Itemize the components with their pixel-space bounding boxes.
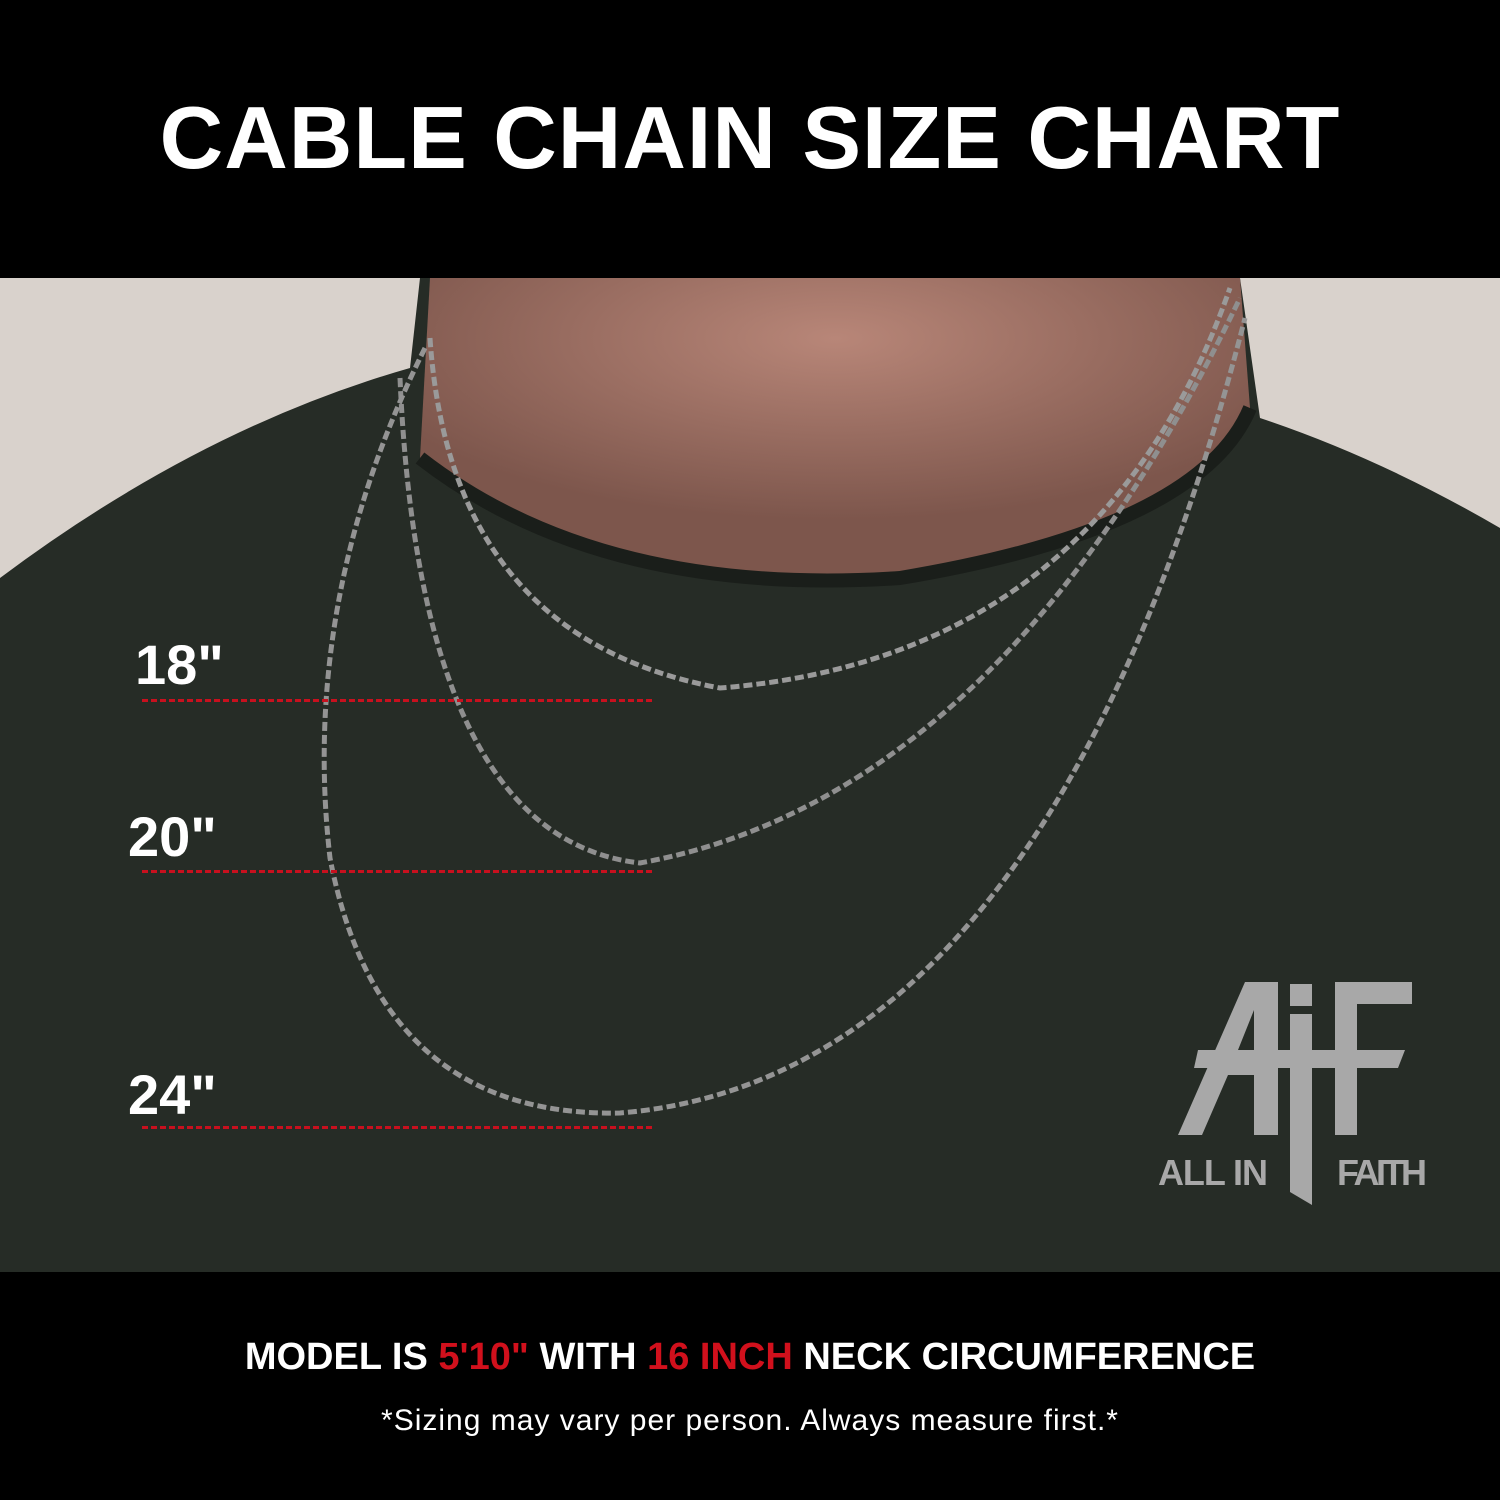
- size-line-20: [142, 870, 652, 873]
- page-title: CABLE CHAIN SIZE CHART: [159, 88, 1341, 187]
- sizing-disclaimer: *Sizing may vary per person. Always meas…: [381, 1404, 1119, 1437]
- model-suffix: NECK CIRCUMFERENCE: [803, 1336, 1256, 1378]
- chain-24: [321, 317, 1248, 1116]
- footer-banner: MODEL IS 5'10" WITH 16 INCH NECK CIRCUMF…: [0, 1272, 1500, 1500]
- logo-left-text: ALL IN: [1158, 1152, 1268, 1193]
- header-banner: CABLE CHAIN SIZE CHART: [0, 0, 1500, 278]
- logo-right-text: FAITH: [1337, 1152, 1427, 1193]
- model-neck-size: 16 INCH: [647, 1336, 793, 1378]
- chain-18: [427, 287, 1233, 691]
- brand-logo: ALL IN FAITH: [1158, 982, 1427, 1205]
- size-label-24: 24": [128, 1063, 217, 1126]
- model-height: 5'10": [438, 1336, 529, 1378]
- size-label-20: 20": [128, 805, 217, 868]
- size-line-18: [142, 699, 652, 702]
- model-prefix: MODEL IS: [244, 1336, 428, 1378]
- model-with: WITH: [539, 1336, 637, 1378]
- photo-illustration: [0, 278, 1500, 1272]
- size-line-24: [142, 1126, 652, 1129]
- size-label-18: 18": [135, 633, 224, 696]
- model-photo: [0, 278, 1500, 1272]
- model-info: MODEL IS 5'10" WITH 16 INCH NECK CIRCUMF…: [0, 1322, 1500, 1392]
- chain-20: [397, 296, 1243, 866]
